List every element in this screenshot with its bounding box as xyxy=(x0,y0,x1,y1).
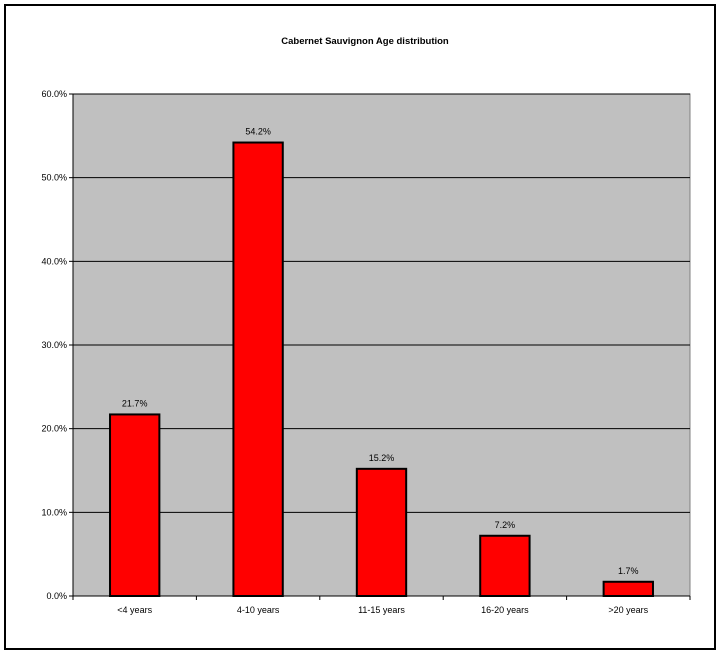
y-tick-label: 60.0% xyxy=(41,89,67,99)
y-tick-label: 10.0% xyxy=(41,507,67,517)
y-tick-label: 50.0% xyxy=(41,173,67,183)
data-label: 15.2% xyxy=(369,453,395,463)
data-label: 1.7% xyxy=(618,566,639,576)
x-tick-label: 16-20 years xyxy=(481,605,529,615)
y-tick-label: 30.0% xyxy=(41,340,67,350)
bar xyxy=(109,413,161,597)
x-tick-label: >20 years xyxy=(608,605,648,615)
data-label: 21.7% xyxy=(122,398,148,408)
data-label: 7.2% xyxy=(495,520,516,530)
labels: 0.0% 10.0% 20.0% 30.0% 40.0% 50.0% 60.0% 21.7% <… xyxy=(41,89,648,615)
bar xyxy=(602,580,654,598)
data-label: 54.2% xyxy=(245,127,271,137)
gridlines xyxy=(73,93,690,513)
chart-title: Cabernet Sauvignon Age distribution xyxy=(281,36,449,47)
y-tick-label: 20.0% xyxy=(41,424,67,434)
x-tick-label: <4 years xyxy=(117,605,152,615)
x-tick-label: 4-10 years xyxy=(237,605,280,615)
bar xyxy=(232,141,284,597)
y-tick-label: 0.0% xyxy=(46,591,67,601)
bar xyxy=(355,467,408,597)
x-tick-label: 11-15 years xyxy=(358,605,405,615)
y-tick-label: 40.0% xyxy=(41,256,67,266)
bar xyxy=(479,534,531,598)
bars xyxy=(109,141,654,598)
